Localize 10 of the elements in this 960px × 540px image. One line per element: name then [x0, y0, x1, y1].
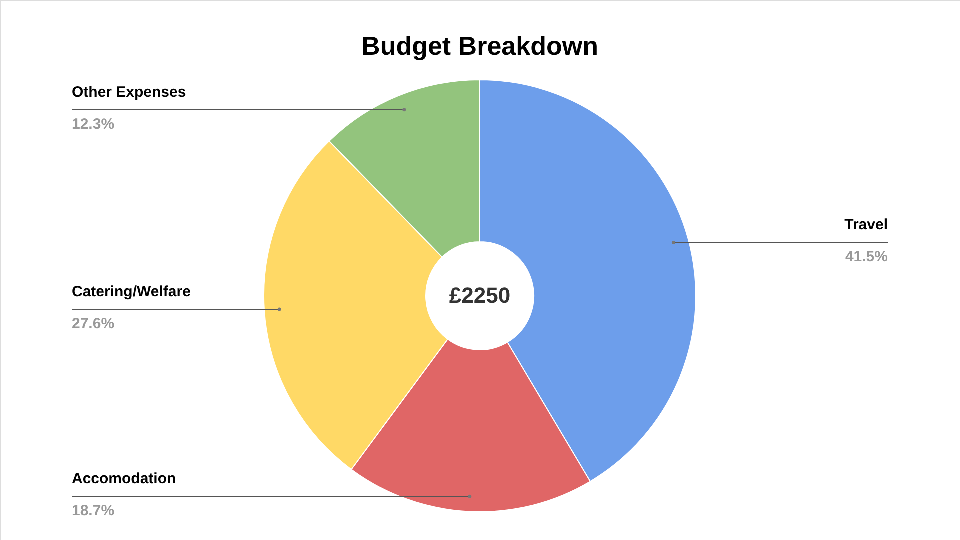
- slice-label: Accomodation: [72, 470, 176, 488]
- text: £2250: [449, 283, 511, 308]
- data-label: 12.3%: [72, 116, 115, 133]
- slice-label: Catering/Welfare: [72, 284, 191, 301]
- data-label: 27.6%: [72, 316, 115, 333]
- chart-title: Budget Breakdown: [362, 31, 598, 61]
- slice-label: Other Expenses: [72, 84, 186, 101]
- slice-label: Travel: [844, 216, 888, 234]
- data-label: 41.5%: [845, 248, 888, 266]
- data-label: 18.7%: [72, 502, 115, 520]
